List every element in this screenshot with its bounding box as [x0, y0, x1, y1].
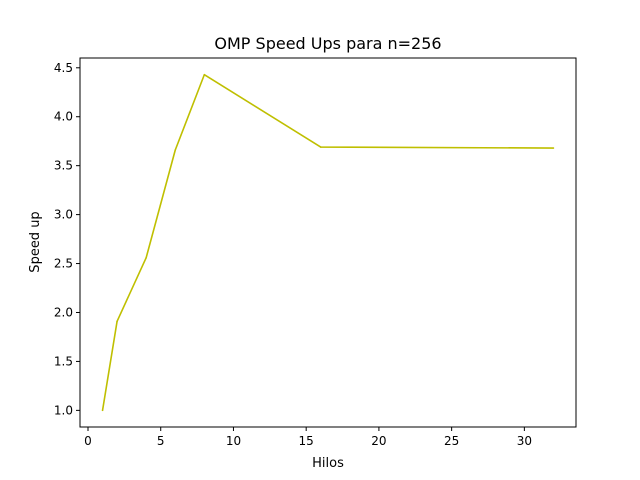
chart-title: OMP Speed Ups para n=256: [214, 34, 441, 53]
data-point: [145, 256, 147, 259]
data-point: [319, 146, 322, 148]
y-tick-label: 1.0: [54, 403, 73, 417]
plot-area: [79, 57, 577, 428]
axes-frame: [79, 57, 577, 428]
series-layer: [101, 73, 555, 412]
data-point: [203, 73, 206, 76]
x-axis: 0 5 10 15 20 25 30: [84, 427, 532, 448]
x-tick-label: 5: [157, 434, 165, 448]
y-axis-label: Speed up: [28, 211, 43, 272]
x-tick-label: 25: [444, 434, 459, 448]
y-tick-label: 1.5: [54, 354, 73, 368]
x-tick-label: 0: [84, 434, 92, 448]
y-tick-label: 4.0: [54, 110, 73, 124]
data-point: [174, 149, 177, 151]
data-point: [116, 320, 118, 323]
x-axis-label: Hilos: [312, 456, 344, 471]
series-line: [101, 73, 554, 411]
y-tick-label: 3.0: [54, 208, 73, 222]
x-tick-label: 30: [517, 434, 532, 448]
y-tick-label: 2.5: [54, 257, 73, 271]
y-tick-label: 3.5: [54, 159, 73, 173]
x-tick-label: 15: [299, 434, 314, 448]
data-point: [552, 147, 555, 149]
x-tick-label: 10: [226, 434, 241, 448]
y-axis: 1.0 1.5 2.0 2.5 3.0 3.5 4.0 4.5: [54, 61, 80, 417]
x-tick-label: 20: [371, 434, 386, 448]
y-tick-label: 2.0: [54, 305, 73, 319]
data-point: [101, 409, 104, 412]
y-tick-label: 4.5: [54, 61, 73, 75]
